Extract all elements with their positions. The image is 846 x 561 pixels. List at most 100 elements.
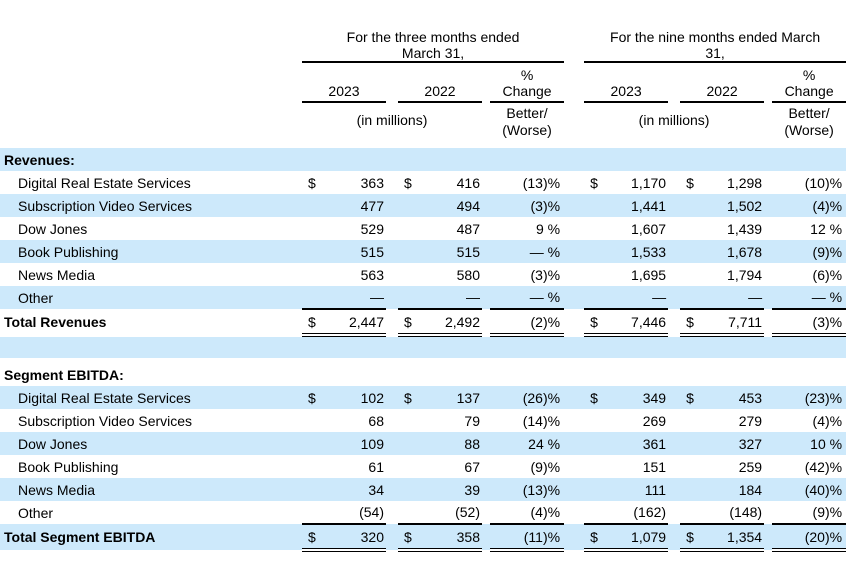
dollar-sign [584, 432, 608, 455]
spacer-cell [482, 524, 490, 550]
dollar-sign: $ [680, 524, 705, 552]
value-cell: 1,533 [631, 243, 667, 260]
value-cell: 477 [360, 197, 384, 214]
col-header-2022-nine-months: 2022 [680, 62, 765, 103]
spacer-cell [764, 478, 772, 501]
value-cell: 327 [738, 435, 763, 452]
spacer-cell [386, 240, 398, 263]
value-cell: 1,439 [727, 220, 763, 237]
pct-change-cell: 24 % [528, 435, 561, 452]
spacer-cell [386, 309, 398, 335]
row-label: Total Segment EBITDA [4, 529, 156, 545]
value-cell: 259 [738, 458, 763, 475]
row-label: News Media [18, 481, 96, 498]
dollar-sign [398, 501, 422, 525]
section-spacer-row [0, 335, 846, 358]
col-header-2022-three-months: 2022 [398, 62, 482, 103]
value-cell: 102 [360, 389, 384, 406]
pct-change-cell: — % [490, 286, 565, 310]
dollar-sign: $ [686, 174, 694, 191]
spacer-cell [0, 335, 846, 358]
value-cell: 1,607 [631, 220, 667, 237]
spacer-cell [564, 409, 584, 432]
value-cell: (52) [422, 501, 482, 525]
spacer-cell [668, 194, 680, 217]
dollar-sign: $ [398, 309, 422, 337]
value-cell: 320 [326, 524, 386, 552]
spacer-cell [764, 102, 772, 148]
row-label: Digital Real Estate Services [18, 389, 191, 406]
table-row: Dow Jones 109 88 24 % 361 327 10 % [0, 432, 846, 455]
value-cell: 111 [644, 481, 667, 498]
row-label: Digital Real Estate Services [18, 174, 191, 191]
three-months-header-line2: March 31, [401, 45, 465, 61]
spacer-cell [302, 363, 846, 386]
spacer-cell [564, 386, 584, 409]
dollar-sign: $ [302, 309, 326, 337]
col-header-pct-change-nine-months: % Change [772, 62, 846, 103]
spacer-cell [668, 240, 680, 263]
dollar-sign: $ [686, 389, 694, 406]
value-cell: 1,354 [704, 524, 765, 552]
pct-change-cell: (13)% [522, 481, 561, 498]
spacer-cell [386, 478, 398, 501]
spacer-cell [386, 263, 398, 286]
value-cell: 68 [368, 412, 384, 429]
dollar-sign [680, 240, 704, 263]
dollar-sign [680, 217, 704, 240]
spacer-cell [564, 524, 584, 550]
spacer-cell [482, 386, 490, 409]
spacer-cell [482, 263, 490, 286]
dollar-sign [398, 263, 422, 286]
pct-change-cell: (9)% [812, 243, 843, 260]
spacer-cell [482, 62, 490, 102]
dollar-sign [398, 409, 422, 432]
spacer-cell [764, 286, 772, 309]
row-label: Dow Jones [18, 435, 88, 452]
spacer-cell [668, 455, 680, 478]
pct-change-cell: (3)% [530, 266, 561, 283]
row-label: Book Publishing [18, 458, 119, 475]
year-header-row: 2023 2022 % Change 2023 2022 % Change [0, 62, 846, 103]
pct-change-line2: Change [784, 83, 834, 99]
pct-change-cell: (40)% [804, 481, 843, 498]
spacer-cell [668, 501, 680, 524]
value-cell: 109 [360, 435, 384, 452]
better-worse-label-three-months: Better/ (Worse) [490, 102, 564, 148]
spacer-cell [482, 409, 490, 432]
dollar-sign: $ [308, 389, 316, 406]
value-cell: 494 [456, 197, 480, 214]
pct-change-cell: — % [529, 243, 561, 260]
better-worse-label-nine-months: Better/ (Worse) [772, 102, 846, 148]
dollar-sign [398, 240, 422, 263]
value-cell: 269 [642, 412, 667, 429]
spacer-cell [564, 102, 584, 148]
spacer-cell [564, 455, 584, 478]
row-label: Book Publishing [18, 243, 119, 260]
dollar-sign [302, 432, 326, 455]
value-cell: 1,502 [727, 197, 763, 214]
dollar-sign [398, 478, 422, 501]
spacer-cell [386, 171, 398, 194]
revenues-section-header-row: Revenues: [0, 148, 846, 171]
spacer-cell [482, 455, 490, 478]
table-row: Subscription Video Services 477 494 (3)%… [0, 194, 846, 217]
spacer-cell [764, 524, 772, 550]
table-row: Book Publishing 61 67 (9)% 151 259 (42)% [0, 455, 846, 478]
pct-change-cell: (9)% [772, 501, 846, 525]
three-months-group-header: For the three months ended March 31, [302, 0, 565, 63]
spacer-cell [668, 217, 680, 240]
value-cell: 1,170 [631, 174, 667, 191]
pct-change-cell: (11)% [490, 524, 565, 552]
dollar-sign: $ [398, 524, 422, 552]
dollar-sign [584, 409, 608, 432]
value-cell: 39 [464, 481, 480, 498]
three-months-header-line1: For the three months ended [346, 29, 520, 45]
spacer-cell [764, 501, 772, 524]
spacer-cell [668, 432, 680, 455]
spacer-cell [482, 102, 490, 148]
row-label: Subscription Video Services [18, 197, 193, 214]
in-millions-label-three-months: (in millions) [356, 112, 428, 128]
table-row: News Media 563 580 (3)% 1,695 1,794 (6)% [0, 263, 846, 286]
